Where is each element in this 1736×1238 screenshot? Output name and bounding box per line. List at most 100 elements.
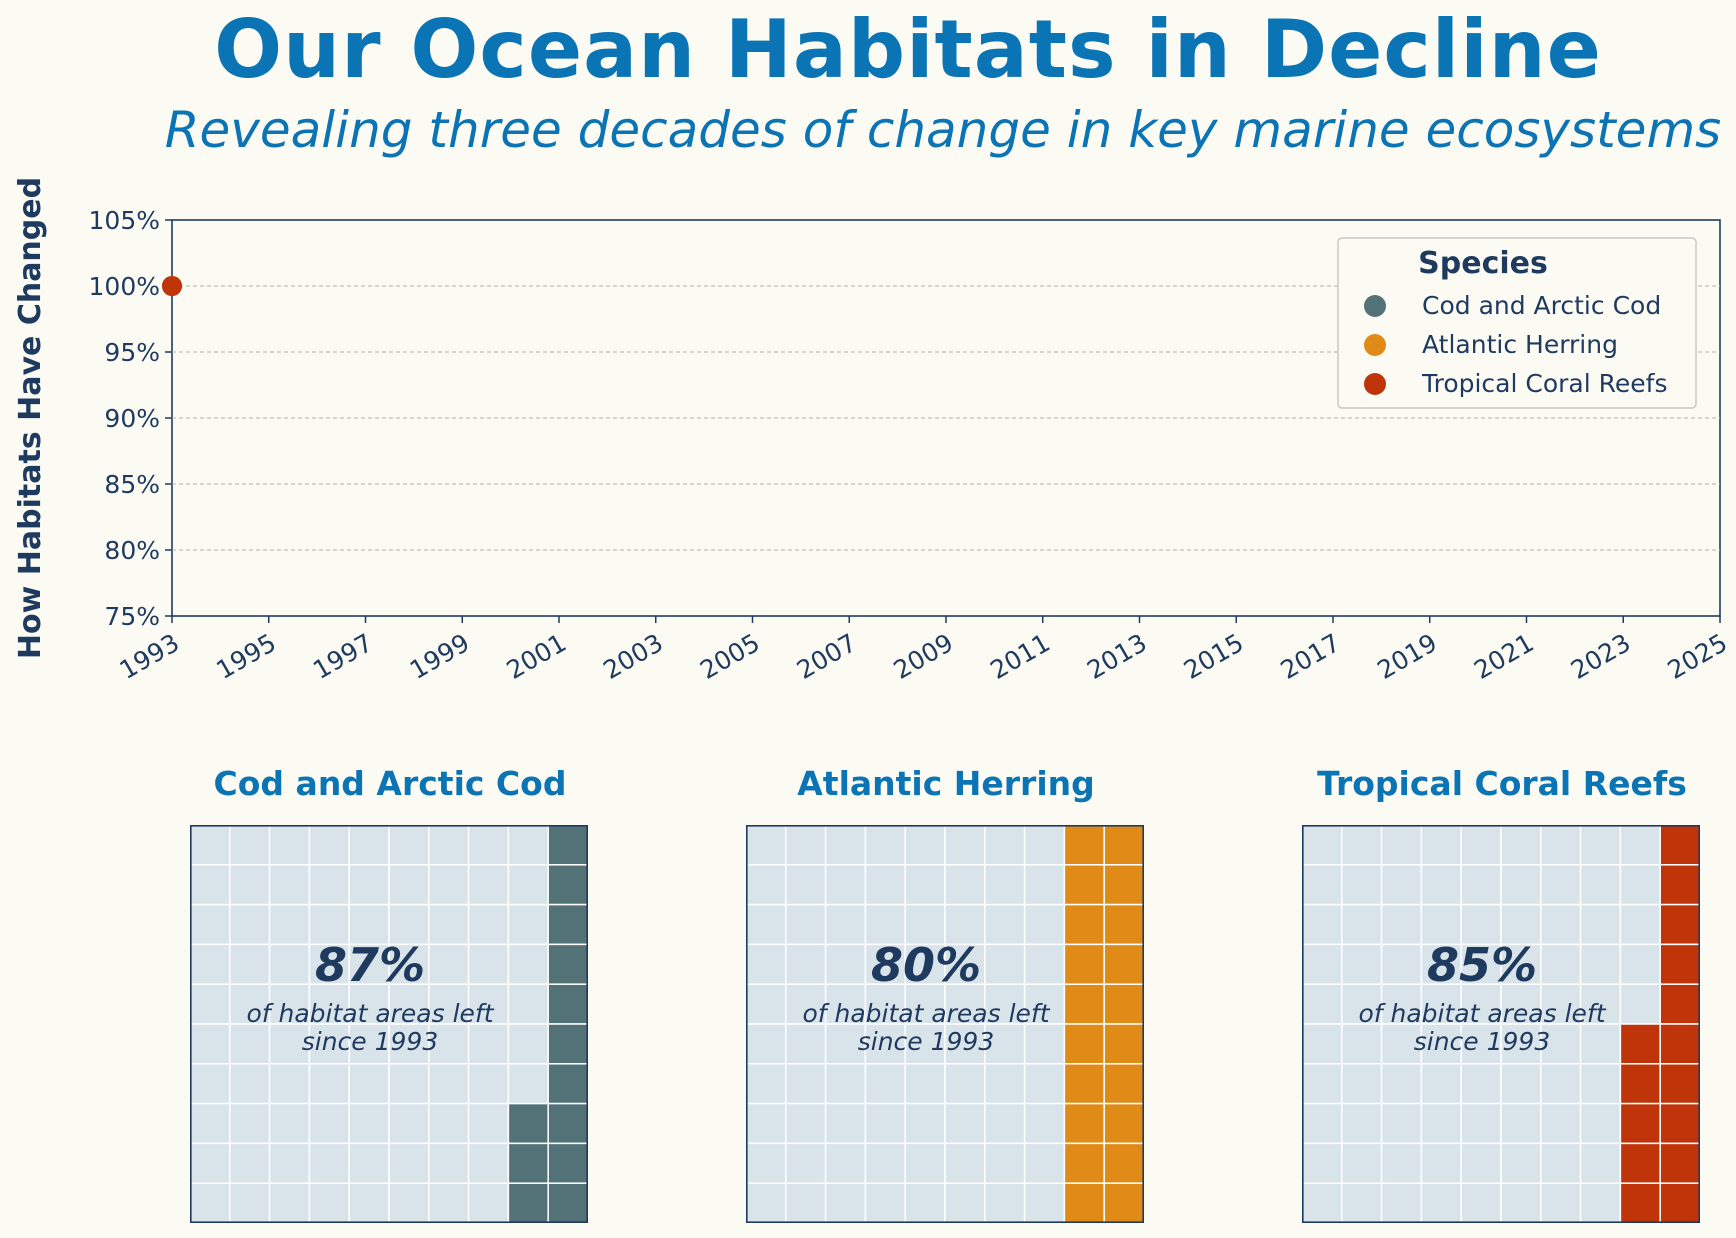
x-tick-label: 1997 [308,628,378,685]
waffle-cell-remaining [1341,1023,1383,1065]
waffle-cell-remaining [1302,825,1343,866]
x-tick-label: 2009 [889,628,959,685]
waffle-cell-remaining [467,1102,510,1145]
waffle-cell-remaining [785,825,827,866]
waffle-cell-remaining [944,1063,986,1105]
waffle-cell-remaining [1302,1142,1343,1184]
waffle-cell-lost [1103,1182,1144,1223]
x-tick-label: 2025 [1663,628,1733,685]
waffle-cell-remaining [904,1182,946,1223]
waffle-cell-remaining [984,1063,1026,1105]
waffle-cell-remaining [348,825,390,866]
waffle-grid-herring [746,825,1144,1223]
waffle-cell-remaining [388,1142,430,1184]
waffle-cell-remaining [1420,825,1462,866]
waffle-cell-remaining [1579,1102,1622,1145]
waffle-cell-remaining [1380,1102,1423,1145]
waffle-cell-remaining [864,1063,906,1105]
waffle-cell-remaining [229,864,271,906]
waffle-cell-remaining [1540,1063,1582,1105]
waffle-cell-remaining [388,1063,430,1105]
waffle-cell-remaining [308,864,350,906]
waffle-cell-remaining [388,825,430,866]
waffle-cell-remaining [746,1142,787,1184]
waffle-cell-remaining [824,943,867,985]
y-axis: 75% 80% 85% 90% 95% 100% 105% [89,206,172,631]
waffle-cell-lost [1619,1182,1661,1223]
waffle-cell-remaining [904,1142,946,1184]
y-tick-label: 90% [104,404,160,433]
waffle-cell-remaining [467,1182,510,1223]
x-tick-label: 1995 [211,628,281,685]
waffle-cell-remaining [746,864,787,906]
waffle-cell-remaining [1619,864,1661,906]
waffle-cell-lost [1103,825,1144,866]
x-tick-label: 2003 [598,628,668,685]
waffle-cell-remaining [824,1142,867,1184]
waffle-cell-lost [1063,1063,1105,1105]
waffle-cell-remaining [1540,1182,1582,1223]
waffle-caption-line1: of habitat areas left [1358,999,1606,1028]
waffle-cell-remaining [1579,825,1622,866]
waffle-cell-remaining [507,1063,549,1105]
waffle-cell-remaining [1341,943,1383,985]
waffle-cell-remaining [1341,864,1383,906]
waffle-cell-remaining [1500,1182,1542,1223]
waffle-cell-lost [1063,1102,1105,1145]
waffle-cell-remaining [1302,1102,1343,1145]
waffle-cell-lost [547,825,588,866]
page-title: Our Ocean Habitats in Decline [214,3,1602,96]
waffle-cell-remaining [1023,943,1066,985]
waffle-cell-remaining [1619,825,1661,866]
waffle-cell-remaining [1579,1063,1622,1105]
waffle-cell-remaining [428,903,470,946]
waffle-cell-remaining [984,825,1026,866]
waffle-border [190,825,588,1223]
x-tick-label: 2001 [502,628,572,685]
waffle-cell-remaining [1420,864,1462,906]
waffle-cell-lost [1103,1102,1144,1145]
waffle-cell-remaining [785,1182,827,1223]
x-tick-label: 2013 [1082,628,1152,685]
waffle-title-cod: Cod and Arctic Cod [213,764,567,803]
waffle-cell-lost [1659,1102,1700,1145]
waffle-percent-herring: 80% [870,938,982,992]
waffle-border [1302,825,1700,1223]
waffle-cell-remaining [190,1063,231,1105]
x-tick-label: 2021 [1469,628,1539,685]
waffle-cell-remaining [467,983,510,1025]
waffle-cell-remaining [428,1182,470,1223]
waffle-cell-remaining [864,1142,906,1184]
waffle-cell-lost [547,1182,588,1223]
waffle-cell-remaining [824,1102,867,1145]
waffle-cell-remaining [467,1063,510,1105]
waffle-caption-line2: since 1993 [1413,1027,1551,1056]
waffle-cell-lost [1103,943,1144,985]
waffle-caption-coral: of habitat areas left since 1993 [1282,1000,1682,1056]
waffle-title-coral: Tropical Coral Reefs [1317,764,1687,803]
waffle-cell-remaining [1500,1063,1542,1105]
waffle-cell-remaining [1500,825,1542,866]
waffle-cell-remaining [1500,983,1542,1025]
waffle-cell-remaining [944,864,986,906]
waffle-percent-coral: 85% [1426,938,1538,992]
waffle-cell-remaining [1420,1102,1462,1145]
waffle-cell-remaining [1302,1063,1343,1105]
waffle-cell-lost [1063,943,1105,985]
waffle-cell-remaining [308,825,350,866]
waffle-cell-remaining [308,1102,350,1145]
waffle-cell-remaining [1500,1142,1542,1184]
waffle-cell-remaining [904,864,946,906]
waffle-grid-cod [190,825,588,1223]
waffle-cell-remaining [984,1102,1026,1145]
waffle-cell-remaining [1540,1102,1582,1145]
waffle-cell-remaining [1302,864,1343,906]
waffle-cell-remaining [229,1182,271,1223]
waffle-cell-remaining [1619,943,1661,985]
waffle-cell-remaining [864,864,906,906]
waffle-caption-cod: of habitat areas left since 1993 [170,1000,570,1056]
waffle-cell-remaining [904,825,946,866]
waffle-cell-remaining [229,903,271,946]
waffle-cell-remaining [467,825,510,866]
waffle-cell-lost [1103,903,1144,946]
